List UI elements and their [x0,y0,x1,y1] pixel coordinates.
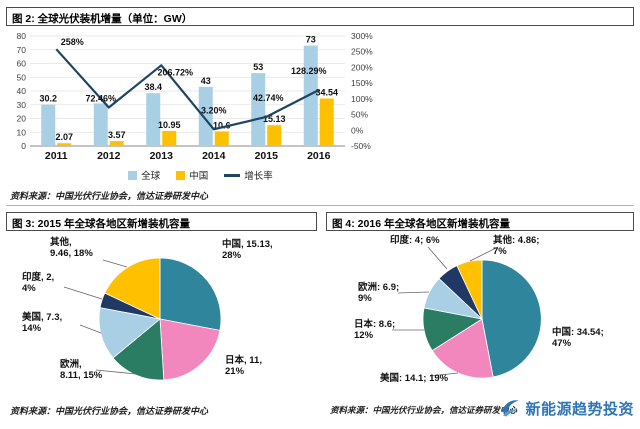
svg-text:中国, 15.13,28%: 中国, 15.13, 28% [222,238,273,261]
svg-text:10: 10 [17,127,27,137]
svg-text:34.54: 34.54 [315,88,338,98]
svg-text:53: 53 [253,62,263,72]
fig4-title-text: 图 4: 2016 年全球各地区新增装机容量 [332,218,510,230]
svg-text:200%: 200% [351,62,373,72]
fig3-title: 图 3: 2015 年全球各地区新增装机容量 [6,212,317,231]
svg-text:-50%: -50% [351,141,371,151]
svg-text:3.57: 3.57 [108,130,126,140]
svg-text:日本: 8.6;12%: 日本: 8.6; 12% [354,318,395,341]
fig2-source: 资料来源：中国光伏行业协会，信达证券研发中心 [10,191,209,201]
brand-logo: 新能源趋势投资 [499,397,634,419]
svg-text:70: 70 [17,45,27,55]
svg-text:其他: 4.86;7%: 其他: 4.86; 7% [493,234,539,257]
fig4-title: 图 4: 2016 年全球各地区新增装机容量 [326,212,634,231]
svg-text:40: 40 [17,86,27,96]
svg-text:0%: 0% [351,125,364,135]
legend-label-growth: 增长率 [244,171,273,182]
svg-text:0: 0 [21,141,26,151]
svg-text:其他,9.46, 18%: 其他, 9.46, 18% [50,236,93,259]
fig3-source: 资料来源：中国光伏行业协会，信达证券研发中心 [10,406,209,416]
svg-text:2.07: 2.07 [55,132,73,142]
section-divider [6,205,634,206]
svg-text:2011: 2011 [45,150,68,162]
svg-text:206.72%: 206.72% [157,67,193,77]
svg-text:美国, 7.3,14%: 美国, 7.3, 14% [21,311,62,334]
svg-text:30: 30 [17,100,27,110]
legend-item-global: 全球 [128,168,160,182]
svg-text:2012: 2012 [97,150,121,162]
svg-text:60: 60 [17,59,27,69]
svg-text:100%: 100% [351,94,373,104]
legend-item-china: 中国 [176,168,208,182]
svg-text:300%: 300% [351,31,373,41]
svg-text:欧洲: 6.9;9%: 欧洲: 6.9; 9% [358,281,399,304]
fig2-title-text: 图 2: 全球光伏装机增量（单位：GW） [12,13,193,25]
svg-text:38.4: 38.4 [144,82,162,92]
brand-swoosh-icon [502,400,520,417]
svg-text:2013: 2013 [150,150,174,162]
svg-text:印度, 2,4%: 印度, 2, 4% [22,271,54,294]
svg-text:150%: 150% [351,78,373,88]
svg-text:10.95: 10.95 [158,120,181,130]
svg-text:中国: 34.54;47%: 中国: 34.54; 47% [552,326,604,349]
fig3-pie-chart: 中国, 15.13, 28% 日本, 11, 21% 欧洲, 8.11, 15% 美国, 7… [21,236,273,381]
svg-text:日本, 11,21%: 日本, 11, 21% [225,354,262,377]
svg-text:80: 80 [17,31,27,41]
svg-text:72.46%: 72.46% [85,94,116,104]
svg-text:43: 43 [201,76,211,86]
svg-text:欧洲,8.11, 15%: 欧洲, 8.11, 15% [60,358,103,381]
legend-item-growth: 增长率 [224,168,273,182]
svg-text:15.13: 15.13 [263,114,286,124]
svg-text:50: 50 [17,72,27,82]
svg-text:128.29%: 128.29% [291,66,327,76]
svg-text:250%: 250% [351,47,373,57]
fig2-title: 图 2: 全球光伏装机增量（单位：GW） [6,7,634,26]
legend-swatch-global [128,170,138,180]
svg-text:73: 73 [306,35,316,45]
svg-text:美国: 14.1; 19%: 美国: 14.1; 19% [379,372,449,384]
legend-label-global: 全球 [141,171,161,182]
svg-text:258%: 258% [61,37,84,47]
fig2-combo-chart: 0 10 20 30 40 50 60 70 80 -50% 0% 50% 100% 150% 200% 25… [17,31,374,162]
svg-text:10.6: 10.6 [213,120,231,130]
fig3-title-text: 图 3: 2015 年全球各地区新增装机容量 [12,218,190,230]
svg-text:印度: 4; 6%: 印度: 4; 6% [390,234,440,246]
svg-text:2014: 2014 [202,150,226,162]
svg-text:50%: 50% [351,110,368,120]
fig4-pie-chart: 中国: 34.54; 47% 美国: 14.1; 19% 日本: 8.6; 12% 欧洲:… [354,234,604,384]
fig4-source: 资料来源：中国光伏行业协会，信达证券研发中心 [330,405,518,415]
svg-text:30.2: 30.2 [39,93,57,103]
svg-text:42.74%: 42.74% [253,93,284,103]
legend-swatch-growth [224,173,241,177]
legend-swatch-china [176,170,186,180]
brand-name: 新能源趋势投资 [525,400,634,418]
fig2-legend: 全球 中国 增长率 [8,168,393,182]
svg-text:2016: 2016 [307,150,331,162]
svg-text:20: 20 [17,114,27,124]
svg-text:2015: 2015 [255,150,279,162]
svg-text:3.20%: 3.20% [201,105,227,115]
legend-label-china: 中国 [189,171,209,182]
